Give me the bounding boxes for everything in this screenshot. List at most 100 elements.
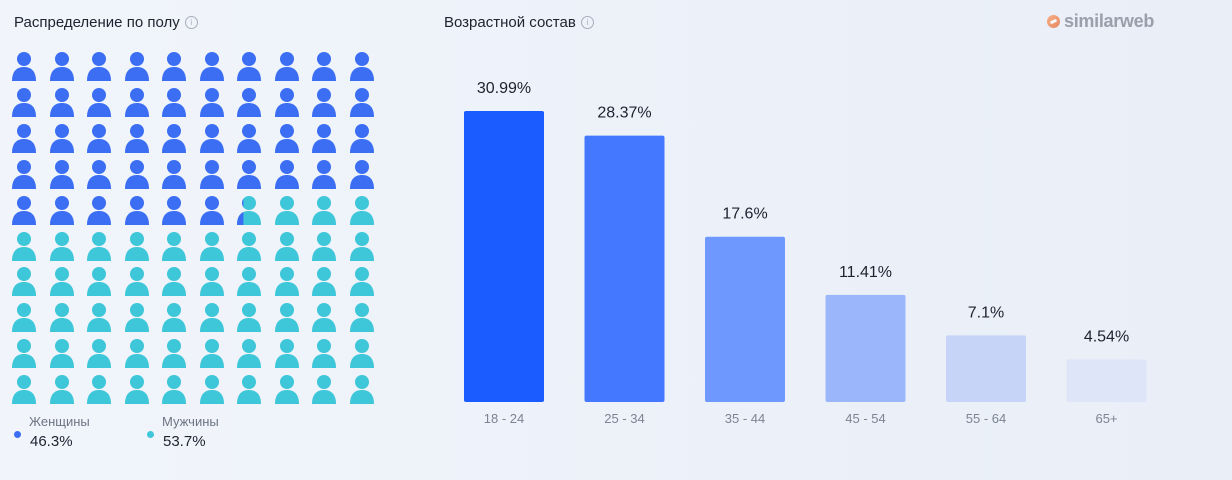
person-icon-male xyxy=(48,337,76,369)
bar-1[interactable] xyxy=(584,135,665,403)
person-icon-male xyxy=(348,194,376,226)
person-icon-male xyxy=(198,265,226,297)
person-icon-female xyxy=(273,86,301,118)
person-icon-female xyxy=(160,50,188,82)
person-icon-male xyxy=(273,230,301,262)
similarweb-logo-text: similarweb xyxy=(1064,11,1155,31)
person-icon-female xyxy=(198,158,226,190)
person-icon-female xyxy=(310,122,338,154)
person-icon-male xyxy=(310,265,338,297)
person-icon-male xyxy=(235,337,263,369)
person-icon-female xyxy=(348,86,376,118)
person-icon-female xyxy=(48,122,76,154)
bar-4[interactable] xyxy=(946,335,1026,402)
person-icon-female xyxy=(310,158,338,190)
similarweb-logo-icon xyxy=(1047,15,1060,28)
bar-2[interactable] xyxy=(705,236,785,402)
person-icon-male xyxy=(310,337,338,369)
legend-female-label: Женщины xyxy=(29,414,90,429)
person-icon-male xyxy=(160,337,188,369)
person-icon-male xyxy=(273,194,301,226)
person-icon-male xyxy=(235,373,263,405)
category-label: 35 - 44 xyxy=(725,411,765,426)
person-icon-female xyxy=(348,122,376,154)
person-icon-male xyxy=(85,230,113,262)
person-icon-male xyxy=(10,301,38,333)
bar-value-label: 11.41% xyxy=(839,264,892,281)
person-icon-male xyxy=(273,373,301,405)
gender-distribution-title-text: Распределение по полу xyxy=(14,14,180,31)
person-icon-male xyxy=(160,265,188,297)
person-icon-female xyxy=(160,122,188,154)
person-icon-female xyxy=(85,158,113,190)
person-icon-male xyxy=(48,301,76,333)
person-icon-female xyxy=(273,122,301,154)
category-label: 45 - 54 xyxy=(845,411,885,426)
person-icon-male xyxy=(310,301,338,333)
person-icon-female xyxy=(10,86,38,118)
person-icon-male xyxy=(48,265,76,297)
person-icon-male xyxy=(10,265,38,297)
person-icon-female xyxy=(198,86,226,118)
similarweb-logo: similarweb xyxy=(1047,11,1154,32)
person-icon-male xyxy=(235,301,263,333)
person-icon-female xyxy=(48,194,76,226)
person-icon-male xyxy=(10,373,38,405)
person-icon-female xyxy=(123,86,151,118)
age-distribution-title: Возрастной состав i xyxy=(444,14,594,31)
age-distribution-title-text: Возрастной состав xyxy=(444,14,576,31)
bar-value-label: 30.99% xyxy=(477,80,531,97)
person-icon-male xyxy=(198,230,226,262)
person-icon-female xyxy=(85,50,113,82)
person-icon-female xyxy=(123,122,151,154)
person-icon-female xyxy=(273,50,301,82)
person-icon-male xyxy=(310,194,338,226)
person-icon-female xyxy=(160,86,188,118)
person-icon-male xyxy=(160,373,188,405)
info-icon[interactable]: i xyxy=(580,16,594,29)
person-icon-male xyxy=(273,265,301,297)
info-icon[interactable]: i xyxy=(184,16,198,29)
person-icon-male xyxy=(48,373,76,405)
legend-male-label: Мужчины xyxy=(162,414,219,429)
person-icon-male xyxy=(85,337,113,369)
person-icon-male xyxy=(160,301,188,333)
person-icon-female xyxy=(85,122,113,154)
category-label: 18 - 24 xyxy=(484,411,524,426)
person-icon-male xyxy=(310,373,338,405)
person-icon-male xyxy=(235,230,263,262)
person-icon-male xyxy=(85,265,113,297)
gender-people-grid xyxy=(10,50,380,405)
bar-0[interactable] xyxy=(464,111,544,402)
person-icon-female xyxy=(273,158,301,190)
person-icon-female xyxy=(198,194,226,226)
bar-5[interactable] xyxy=(1066,359,1147,402)
person-icon-female xyxy=(235,50,263,82)
legend-male-value: 53.7% xyxy=(163,433,206,450)
person-icon-female xyxy=(310,50,338,82)
category-label: 25 - 34 xyxy=(604,411,644,426)
person-icon-male xyxy=(348,373,376,405)
person-icon-female xyxy=(48,158,76,190)
person-icon-female xyxy=(160,194,188,226)
bar-value-label: 28.37% xyxy=(597,105,651,122)
person-icon-female xyxy=(123,158,151,190)
person-icon-female xyxy=(48,50,76,82)
gender-distribution-title: Распределение по полу i xyxy=(14,14,198,31)
person-icon-male xyxy=(85,301,113,333)
person-icon-male xyxy=(123,301,151,333)
person-icon-male xyxy=(123,337,151,369)
person-icon-female xyxy=(160,158,188,190)
person-icon-female xyxy=(348,158,376,190)
bar-value-label: 17.6% xyxy=(722,206,767,223)
person-icon-male xyxy=(235,265,263,297)
person-icon-male xyxy=(123,373,151,405)
person-icon-female xyxy=(348,50,376,82)
person-icon-male xyxy=(273,337,301,369)
person-icon-male xyxy=(348,337,376,369)
person-icon-male xyxy=(198,301,226,333)
person-icon-female xyxy=(85,86,113,118)
bar-3[interactable] xyxy=(825,294,906,402)
person-icon-male xyxy=(10,230,38,262)
person-icon-female xyxy=(310,86,338,118)
